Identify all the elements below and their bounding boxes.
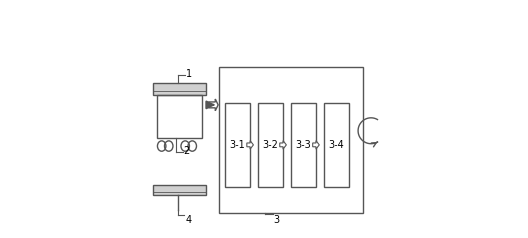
Text: 3-1: 3-1 [230,140,246,150]
Text: 4: 4 [185,215,192,225]
Polygon shape [209,99,218,111]
Polygon shape [313,141,319,149]
Text: 3: 3 [274,215,279,225]
Text: 1: 1 [186,69,192,79]
Text: 3-3: 3-3 [296,140,312,150]
Text: 2: 2 [184,146,190,156]
Text: 3-4: 3-4 [328,140,344,150]
Text: 3-2: 3-2 [262,140,278,150]
Bar [154,83,206,95]
Bar [157,95,202,138]
Polygon shape [247,141,253,149]
Bar [219,67,363,213]
Bar [324,103,348,187]
Polygon shape [280,141,286,149]
Bar [225,103,250,187]
Bar [154,185,206,195]
Bar [258,103,283,187]
Bar [291,103,316,187]
